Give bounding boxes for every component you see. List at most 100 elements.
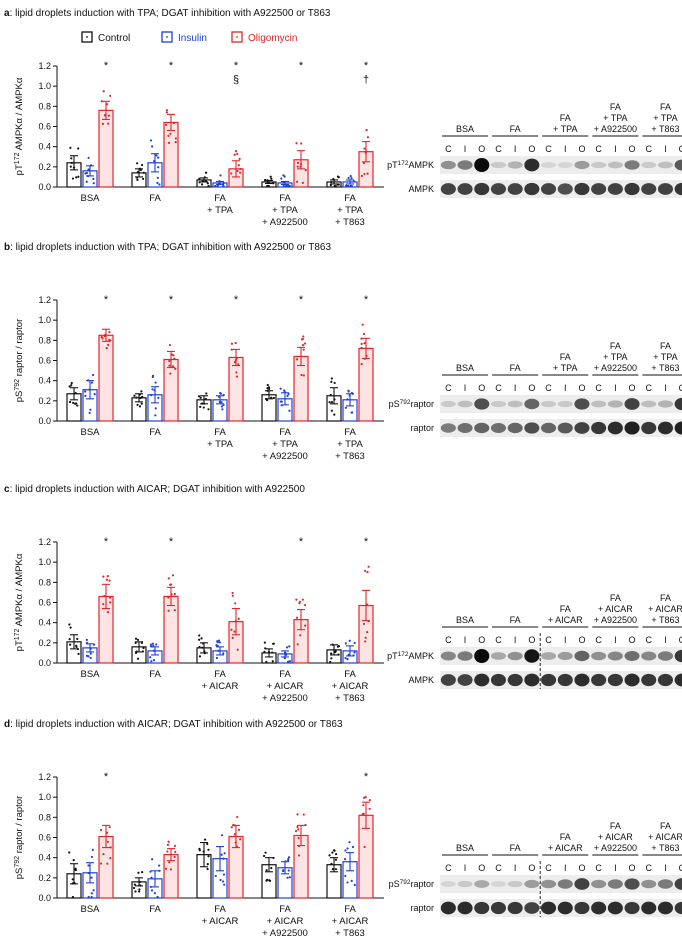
data-point bbox=[201, 179, 204, 183]
blot-band bbox=[474, 649, 490, 663]
data-point bbox=[287, 660, 290, 663]
data-point bbox=[138, 880, 141, 883]
data-point bbox=[237, 363, 240, 366]
data-point bbox=[89, 647, 92, 650]
blot-band bbox=[440, 400, 456, 408]
data-point bbox=[363, 147, 366, 150]
data-point bbox=[367, 620, 370, 623]
x-category-label: + TPA bbox=[272, 439, 298, 450]
data-point bbox=[270, 866, 273, 870]
blot-band bbox=[524, 902, 540, 914]
data-point bbox=[337, 653, 340, 656]
data-point bbox=[158, 183, 161, 186]
data-point bbox=[222, 857, 225, 860]
data-point bbox=[297, 844, 301, 848]
data-point bbox=[220, 405, 223, 408]
blot-band bbox=[591, 879, 607, 889]
data-point bbox=[149, 885, 152, 889]
data-point bbox=[344, 406, 347, 409]
data-point bbox=[348, 639, 351, 642]
data-point bbox=[296, 813, 299, 816]
blot-lane-label: I bbox=[464, 863, 467, 873]
blot-lane-label: C bbox=[445, 863, 452, 873]
data-point bbox=[230, 348, 233, 351]
data-point bbox=[173, 592, 176, 596]
significance-marker: * bbox=[169, 536, 174, 548]
blot-group-label: BSA bbox=[456, 615, 474, 625]
significance-marker: * bbox=[299, 294, 304, 306]
data-point bbox=[301, 343, 305, 347]
data-point bbox=[90, 892, 93, 895]
y-tick-label: 0.2 bbox=[38, 638, 51, 648]
data-point bbox=[88, 411, 91, 415]
y-axis-label-superscript: 792 bbox=[14, 856, 21, 868]
data-point bbox=[157, 156, 160, 159]
data-point bbox=[329, 184, 332, 187]
data-point bbox=[157, 396, 160, 399]
blot-lane-label: C bbox=[595, 863, 602, 873]
data-point bbox=[300, 373, 303, 377]
y-axis: 0.0 0.2 0.4 0.6 0.8 1.0 1.2 bbox=[38, 295, 58, 426]
blot-band bbox=[490, 183, 507, 195]
y-tick-label: 0.6 bbox=[38, 122, 51, 132]
data-point bbox=[70, 384, 73, 387]
data-point bbox=[89, 408, 92, 411]
data-point bbox=[151, 858, 154, 861]
data-point bbox=[76, 404, 79, 407]
blot-group-label: FA bbox=[510, 363, 521, 373]
data-point bbox=[169, 372, 172, 375]
data-point bbox=[366, 631, 369, 634]
data-point bbox=[198, 655, 202, 658]
blot-group-label: + T863 bbox=[651, 363, 679, 373]
data-point bbox=[366, 172, 369, 175]
data-point bbox=[272, 642, 275, 645]
blot-band bbox=[591, 901, 607, 915]
data-point bbox=[198, 645, 201, 649]
data-point bbox=[141, 163, 144, 167]
data-point bbox=[331, 868, 334, 871]
blot-lane-label: O bbox=[528, 383, 535, 393]
data-point bbox=[329, 660, 332, 664]
blot-band bbox=[641, 901, 657, 915]
data-point bbox=[102, 852, 105, 856]
data-point bbox=[93, 643, 96, 646]
data-point bbox=[239, 167, 242, 171]
y-tick-label: 0.0 bbox=[38, 658, 51, 668]
data-point bbox=[84, 172, 87, 175]
data-point bbox=[236, 815, 239, 819]
data-point bbox=[362, 332, 366, 336]
y-axis-label-superscript: 172 bbox=[14, 152, 21, 164]
data-point bbox=[107, 122, 110, 125]
blot-band bbox=[641, 673, 657, 687]
data-point bbox=[89, 656, 92, 660]
data-point bbox=[295, 616, 299, 619]
data-point bbox=[235, 371, 238, 374]
data-point bbox=[173, 357, 176, 360]
data-point bbox=[69, 643, 72, 646]
data-point bbox=[71, 882, 74, 885]
blot-band bbox=[674, 421, 682, 435]
blot-band bbox=[440, 183, 456, 195]
data-point bbox=[287, 869, 290, 872]
data-point bbox=[68, 385, 71, 388]
blot-band bbox=[541, 673, 557, 687]
data-point bbox=[174, 367, 177, 370]
y-tick-label: 0.8 bbox=[38, 101, 51, 111]
data-point bbox=[151, 374, 155, 377]
data-point bbox=[362, 804, 365, 807]
blot-row-label: pS792raptor bbox=[389, 879, 434, 890]
blot-lane-label: C bbox=[545, 635, 552, 645]
y-tick-label: 1.0 bbox=[38, 557, 51, 567]
data-point bbox=[73, 881, 76, 885]
data-point bbox=[360, 174, 364, 178]
legend-dot bbox=[236, 36, 238, 38]
data-point bbox=[285, 184, 288, 188]
data-point bbox=[150, 876, 153, 879]
blot-band bbox=[657, 183, 673, 195]
blot-band bbox=[607, 651, 623, 661]
data-point bbox=[70, 157, 73, 160]
blot-band bbox=[641, 400, 657, 408]
data-point bbox=[87, 156, 90, 159]
data-point bbox=[75, 176, 78, 179]
data-point bbox=[141, 650, 145, 653]
